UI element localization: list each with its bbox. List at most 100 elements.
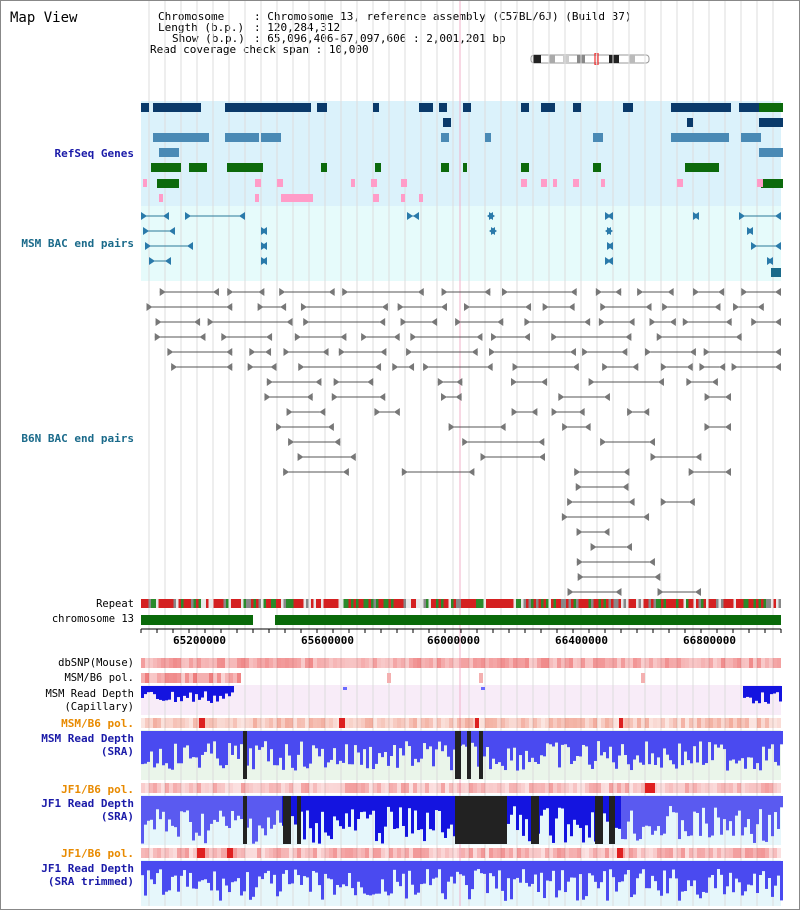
b6n-bac-end xyxy=(283,468,290,476)
pol-cell xyxy=(609,848,613,858)
depth-bar xyxy=(732,861,735,893)
pol-cell xyxy=(681,783,685,793)
depth-bar xyxy=(597,861,600,889)
depth-bar xyxy=(594,861,597,882)
track-label-refseq[interactable]: RefSeq Genes xyxy=(54,147,134,160)
depth-bar xyxy=(771,861,774,897)
pol-cell xyxy=(673,718,677,728)
dbsnp-cell xyxy=(325,658,329,668)
b6n-bac-end xyxy=(538,438,545,446)
depth-bar xyxy=(576,796,579,825)
pol-cell xyxy=(625,718,629,728)
track-label-msm-bac[interactable]: MSM BAC end pairs xyxy=(21,237,134,250)
depth-bar xyxy=(711,861,714,875)
depth-bar xyxy=(579,861,582,875)
length-value: 120,284,312 xyxy=(267,21,341,34)
pol-cell xyxy=(529,783,533,793)
b6n-bac-end xyxy=(146,303,153,311)
pol-cell xyxy=(609,718,613,728)
track-label-jf1-b6-pol-1[interactable]: JF1/B6 pol. xyxy=(61,783,134,796)
pol-cell xyxy=(481,783,485,793)
track-label-msm-b6-pol-2[interactable]: MSM/B6 pol. xyxy=(61,717,134,730)
b6n-bac-end xyxy=(497,318,504,326)
depth-bar xyxy=(408,861,411,871)
depth-bar xyxy=(300,731,303,742)
depth-bar xyxy=(504,861,507,901)
depth-bar xyxy=(552,796,555,843)
repeat-element xyxy=(693,599,696,608)
depth-bar xyxy=(564,796,567,843)
depth-bar xyxy=(483,731,486,757)
track-label-dbsnp[interactable]: dbSNP(Mouse) xyxy=(58,657,134,669)
depth-bar xyxy=(321,731,324,749)
depth-bar xyxy=(183,731,186,748)
track-label-b6n-bac[interactable]: B6N BAC end pairs xyxy=(21,432,134,445)
depth-bar xyxy=(483,861,486,874)
depth-bar xyxy=(615,861,618,892)
pol-cell xyxy=(573,718,577,728)
depth-bar xyxy=(639,861,642,874)
depth-bar xyxy=(283,796,291,844)
bac-end xyxy=(165,257,171,265)
dbsnp-cell xyxy=(529,658,533,668)
repeat-element xyxy=(473,599,476,608)
track-label-jf1-b6-pol-2[interactable]: JF1/B6 pol. xyxy=(61,847,134,860)
depth-bar xyxy=(444,731,447,746)
pol-cell xyxy=(565,718,569,728)
repeat-element xyxy=(521,599,524,608)
depth-bar xyxy=(516,731,519,771)
pol-cell xyxy=(741,848,745,858)
coverage-value: 10,000 xyxy=(328,43,369,56)
pol-cell xyxy=(141,718,145,728)
repeat-element xyxy=(543,599,546,608)
depth-bar xyxy=(672,796,675,813)
depth-bar xyxy=(561,731,564,745)
pol-cell xyxy=(521,718,525,728)
pol-cell xyxy=(289,783,293,793)
track-label-msm-b6-pol-1[interactable]: MSM/B6 pol. xyxy=(64,672,134,684)
track-label-msm-depth-sra[interactable]: MSM Read Depth (SRA) xyxy=(41,732,134,758)
repeat-element xyxy=(603,599,606,608)
refseq-gene xyxy=(141,103,149,112)
depth-bar xyxy=(246,731,249,766)
pol-cell xyxy=(149,783,153,793)
refseq-marker xyxy=(373,194,379,202)
depth-bar xyxy=(774,796,777,813)
bac-end xyxy=(187,242,193,250)
depth-bar xyxy=(171,731,174,770)
depth-bar xyxy=(588,796,591,838)
track-label-jf1-depth-trimmed[interactable]: JF1 Read Depth (SRA trimmed) xyxy=(41,862,134,888)
repeat-element xyxy=(631,599,634,608)
track-label-repeat[interactable]: Repeat xyxy=(96,598,134,610)
b6n-bac-end xyxy=(551,408,558,416)
b6n-bac-end xyxy=(286,318,293,326)
track-label-chromosome[interactable]: chromosome 13 xyxy=(51,613,134,625)
pol-cell xyxy=(701,848,705,858)
depth-bar xyxy=(678,731,681,744)
repeat-element xyxy=(611,599,614,608)
chromosome-ideogram[interactable] xyxy=(529,53,653,65)
depth-bar xyxy=(495,731,498,764)
depth-bar xyxy=(390,796,393,812)
refseq-gene xyxy=(541,103,555,112)
depth-bar xyxy=(711,731,714,761)
pol-cell xyxy=(593,718,597,728)
depth-bar xyxy=(384,861,387,892)
dbsnp-cell xyxy=(261,658,265,668)
depth-bar xyxy=(738,796,741,811)
axis-tick-label: 66000000 xyxy=(427,634,480,647)
pol-cell xyxy=(277,718,281,728)
depth-bar xyxy=(174,861,177,876)
track-label-jf1-depth-sra[interactable]: JF1 Read Depth (SRA) xyxy=(41,797,134,823)
pol-cell xyxy=(605,783,609,793)
repeat-element xyxy=(688,599,691,608)
pol-cell xyxy=(245,718,249,728)
depth-bar xyxy=(767,686,770,704)
depth-bar xyxy=(528,796,531,842)
pol-cell xyxy=(749,783,753,793)
depth-bar xyxy=(198,796,201,836)
b6n-bac-end xyxy=(361,333,368,341)
track-label-msm-depth-capillary[interactable]: MSM Read Depth (Capillary) xyxy=(45,688,134,714)
depth-bar xyxy=(168,686,171,700)
